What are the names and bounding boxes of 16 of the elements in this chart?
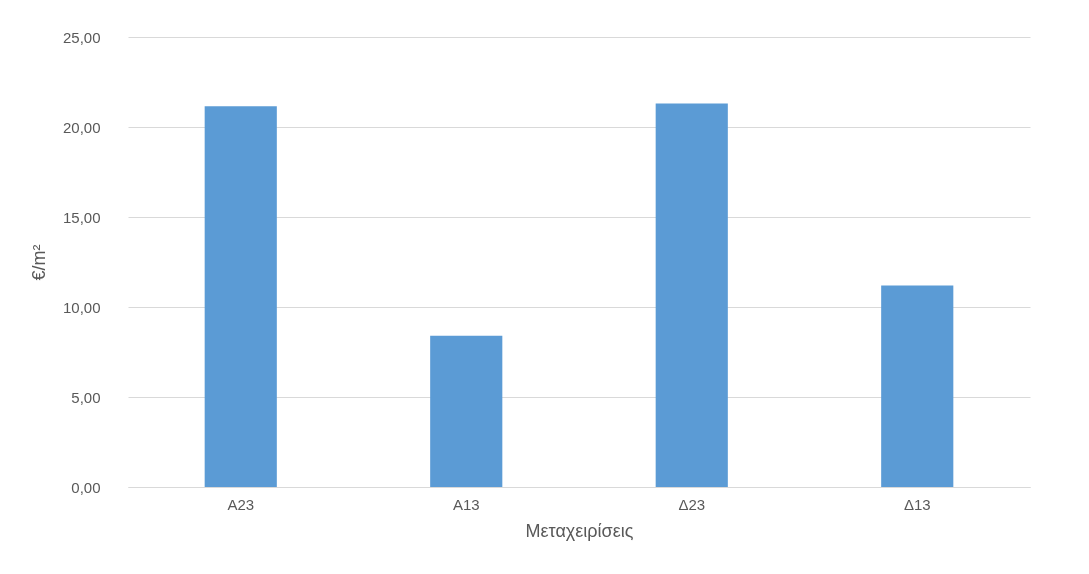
y-axis-title: €/m²	[28, 244, 49, 281]
bar	[881, 285, 954, 487]
x-tick-label: Α23	[227, 495, 255, 513]
y-tick-label: 15,00	[62, 208, 101, 226]
x-tick-label: Δ23	[678, 495, 706, 513]
bar	[655, 103, 728, 487]
x-tick-label: Α13	[452, 495, 480, 513]
y-tick-label: 20,00	[62, 118, 101, 136]
y-tick-label: 10,00	[62, 298, 101, 316]
bar	[204, 106, 277, 487]
x-axis-title: Μεταχειρίσεις	[525, 520, 634, 541]
bar	[430, 335, 503, 487]
y-tick-label: 0,00	[71, 478, 101, 496]
y-tick-label: 25,00	[62, 28, 101, 46]
x-tick-label: Δ13	[903, 495, 931, 513]
y-tick-label: 5,00	[71, 388, 101, 406]
